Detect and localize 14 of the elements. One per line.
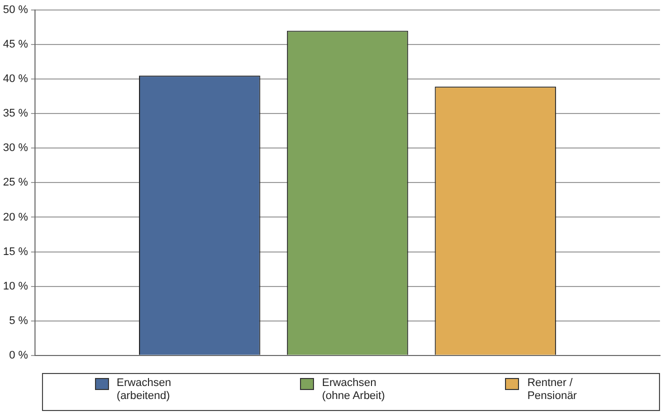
y-tick-label: 20 %: [2, 211, 28, 224]
y-tick-label: 10 %: [2, 280, 28, 292]
legend-label: Erwachsen (ohne Arbeit): [322, 377, 386, 403]
y-tick-label: 15 %: [2, 246, 28, 258]
y-tick-label: 5 %: [9, 314, 28, 327]
y-tick-label: 35 %: [2, 108, 28, 120]
legend-label: Rentner / Pensionär: [527, 377, 578, 403]
y-tick-label: 30 %: [2, 142, 28, 154]
y-tick-label: 25 %: [2, 176, 28, 189]
y-tick-label: 50 %: [2, 4, 28, 16]
y-tick-label: 40 %: [2, 73, 28, 86]
y-tick-label: 0 %: [9, 349, 28, 362]
legend-label: Erwachsen (arbeitend): [116, 377, 172, 403]
y-tick-label: 45 %: [2, 38, 28, 51]
